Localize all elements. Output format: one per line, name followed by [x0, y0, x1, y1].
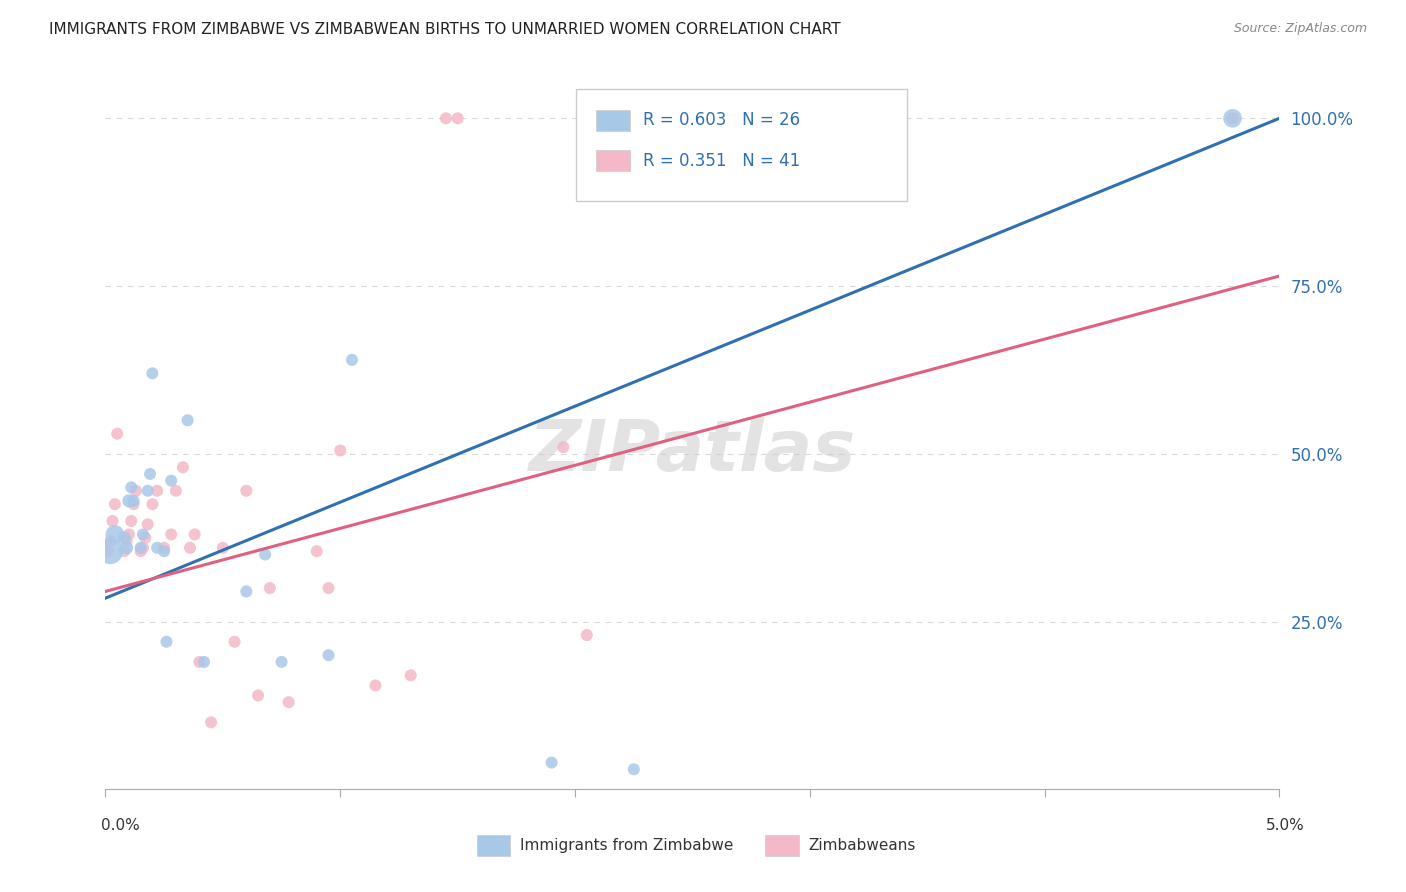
Point	[1222, 112, 1244, 126]
Point	[146, 541, 169, 555]
Point	[254, 548, 277, 562]
Point	[224, 634, 246, 648]
Point	[211, 541, 233, 555]
Point	[540, 756, 562, 770]
Point	[98, 534, 121, 549]
Text: Source: ZipAtlas.com: Source: ZipAtlas.com	[1233, 22, 1367, 36]
Point	[141, 497, 163, 511]
Point	[364, 678, 387, 692]
Point	[623, 762, 645, 776]
Point	[97, 544, 120, 558]
Text: R = 0.351   N = 41: R = 0.351 N = 41	[643, 152, 800, 169]
Text: R = 0.603   N = 26: R = 0.603 N = 26	[643, 112, 800, 129]
Point	[200, 715, 222, 730]
Point	[160, 527, 183, 541]
Text: Zimbabweans: Zimbabweans	[808, 838, 915, 853]
Point	[104, 497, 127, 511]
Point	[132, 527, 155, 541]
Point	[136, 517, 159, 532]
Point	[160, 474, 183, 488]
Point	[318, 648, 340, 663]
Text: IMMIGRANTS FROM ZIMBABWE VS ZIMBABWEAN BIRTHS TO UNMARRIED WOMEN CORRELATION CHA: IMMIGRANTS FROM ZIMBABWE VS ZIMBABWEAN B…	[49, 22, 841, 37]
Point	[270, 655, 292, 669]
Point	[115, 541, 138, 555]
Point	[118, 527, 141, 541]
Point	[101, 514, 124, 528]
Point	[188, 655, 211, 669]
Point	[120, 514, 142, 528]
Point	[247, 689, 270, 703]
Point	[165, 483, 187, 498]
Point	[129, 544, 152, 558]
Point	[1222, 112, 1244, 126]
Point	[434, 112, 457, 126]
Point	[98, 544, 121, 558]
Point	[179, 541, 201, 555]
Point	[104, 527, 127, 541]
Point	[155, 634, 177, 648]
Point	[318, 581, 340, 595]
Point	[136, 483, 159, 498]
Point	[172, 460, 194, 475]
Point	[153, 541, 176, 555]
Point	[277, 695, 299, 709]
Point	[259, 581, 281, 595]
Point	[129, 541, 152, 555]
Point	[329, 443, 352, 458]
Point	[112, 544, 135, 558]
Point	[141, 367, 163, 381]
Point	[122, 497, 145, 511]
Point	[112, 531, 135, 545]
Point	[553, 440, 575, 454]
Point	[183, 527, 205, 541]
Point	[447, 112, 470, 126]
Text: 5.0%: 5.0%	[1265, 818, 1305, 832]
Point	[125, 483, 148, 498]
Point	[235, 483, 257, 498]
Point	[115, 534, 138, 549]
Point	[399, 668, 422, 682]
Point	[132, 541, 155, 555]
Point	[139, 467, 162, 481]
Point	[305, 544, 328, 558]
Text: Immigrants from Zimbabwe: Immigrants from Zimbabwe	[520, 838, 734, 853]
Point	[122, 493, 145, 508]
Point	[105, 426, 128, 441]
Point	[176, 413, 198, 427]
Point	[146, 483, 169, 498]
Point	[193, 655, 215, 669]
Point	[153, 544, 176, 558]
Text: 0.0%: 0.0%	[101, 818, 141, 832]
Point	[118, 493, 141, 508]
Text: ZIPatlas: ZIPatlas	[529, 417, 856, 485]
Point	[134, 531, 156, 545]
Point	[575, 628, 598, 642]
Point	[120, 480, 142, 494]
Point	[235, 584, 257, 599]
Point	[340, 352, 363, 367]
